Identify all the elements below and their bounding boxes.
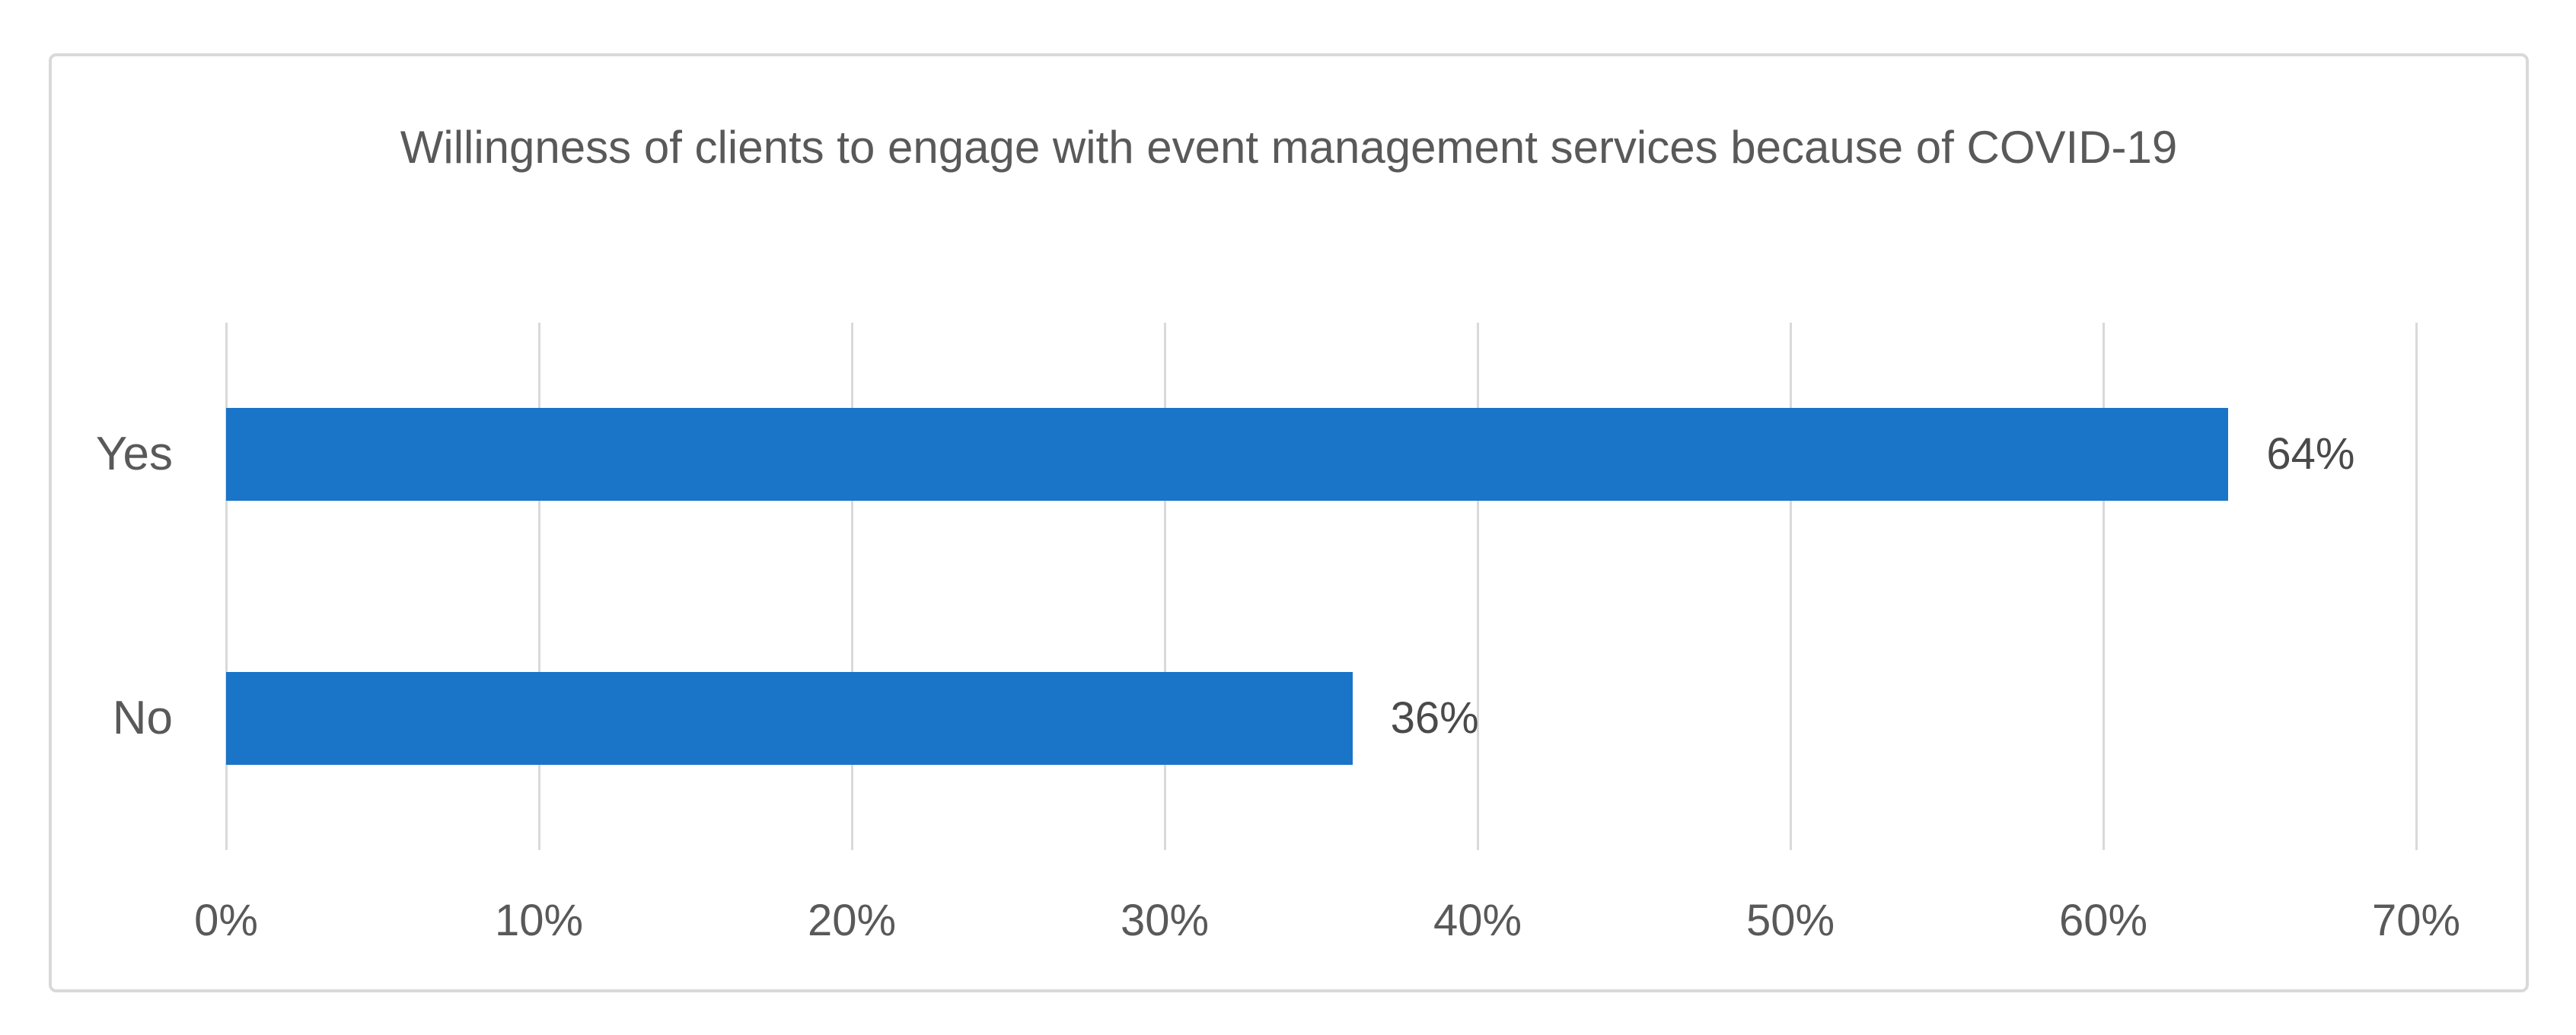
x-tick-label: 30% xyxy=(1120,896,1210,945)
x-tick-label: 50% xyxy=(1745,896,1835,945)
x-tick-label: 70% xyxy=(2371,896,2461,945)
chart-title: Willingness of clients to engage with ev… xyxy=(400,122,2178,173)
category-label-yes: Yes xyxy=(95,428,173,481)
y-axis-category-labels: Yes No xyxy=(52,323,173,850)
x-tick-label: 0% xyxy=(194,896,258,945)
chart-frame: Willingness of clients to engage with ev… xyxy=(49,53,2529,992)
bar-value-label: 64% xyxy=(2266,429,2355,479)
bar-no xyxy=(226,671,1353,765)
x-tick-label: 60% xyxy=(2058,896,2148,945)
gridline xyxy=(1476,323,1479,850)
x-tick-label: 10% xyxy=(494,896,584,945)
plot-area: 64% 36% xyxy=(225,323,2418,850)
x-tick-label: 40% xyxy=(1433,896,1522,945)
bar-yes xyxy=(226,408,2229,502)
gridline xyxy=(2415,323,2418,850)
gridline xyxy=(1789,323,1792,850)
bar-value-label: 36% xyxy=(1390,693,1479,743)
x-tick-label: 20% xyxy=(807,896,897,945)
gridline xyxy=(850,323,853,850)
gridline xyxy=(1163,323,1166,850)
category-label-no: No xyxy=(112,691,173,744)
x-axis-tick-labels: 0% 10% 20% 30% 40% 50% 60% 70% xyxy=(194,896,2460,945)
gridline xyxy=(2102,323,2105,850)
gridline xyxy=(225,323,228,850)
gridline xyxy=(537,323,540,850)
